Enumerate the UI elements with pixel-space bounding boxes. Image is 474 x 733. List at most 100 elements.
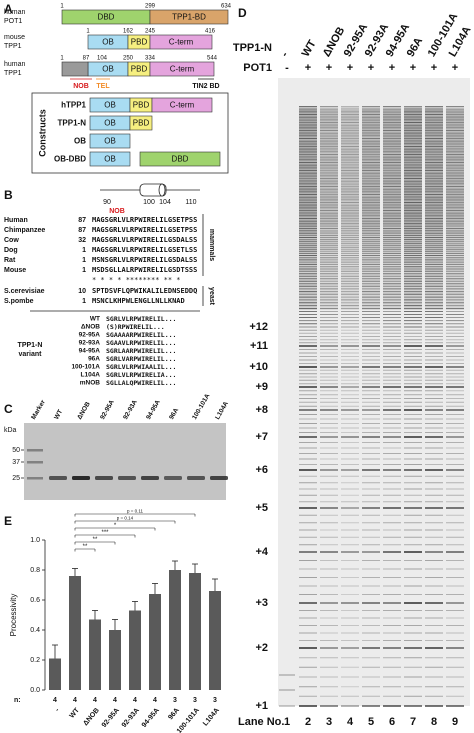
domain-label: OB [104,119,116,128]
repeat-label: +10 [249,361,268,373]
lane-label: 92-93A [122,399,139,421]
panel-label: B [4,188,13,202]
gel-band [27,461,43,464]
bar [169,570,181,690]
residue-position: 87 [83,56,90,62]
significance-label: ** [83,544,88,550]
residue-position: 162 [123,29,134,35]
panel-label: E [4,514,12,528]
x-tick-label: - [54,706,61,713]
residue-position: 299 [145,4,156,10]
n-value: 4 [113,697,117,704]
variant-sequence: SGRLVLRPWIAALIL... [106,363,176,371]
variant-sequence: SGRLVLRPWIRELIL... [106,315,176,323]
species: Mouse [4,267,26,274]
x-tick-label: WT [69,706,82,719]
variant-sequence: (S)RPWIRELIL... [106,323,165,331]
domain-label: OB [102,38,114,47]
species: S.cerevisiae [4,288,45,295]
conservation: * * * * ******** ** * [92,276,181,284]
domain-label: DBD [98,13,115,22]
gel [278,78,470,706]
marker-size: 50 [12,447,20,454]
panel-label: D [238,6,247,20]
sequence: MAGSGRLVLRPWIRELILGSDALSS [92,236,197,244]
region-label: TIN2 BD [192,83,219,90]
start-residue: 87 [78,217,86,224]
repeat-label: +12 [249,321,268,333]
repeat-label: +5 [255,502,268,514]
n-value: 4 [133,697,137,704]
variant-name: 94-95A [79,348,101,355]
n-value: 4 [153,697,157,704]
x-tick-label: ΔNOB [82,707,101,727]
lane-label: L104A [214,400,230,421]
gel [24,423,226,500]
variant-title: TPP1-N [18,342,43,349]
gel-band [72,476,90,480]
domain-label: C-term [170,101,195,110]
variant-name: ΔNOB [81,324,100,331]
y-tick-label: 0.2 [30,657,40,664]
bar [89,619,101,690]
domain [151,97,213,113]
x-tick-label: L104A [202,707,221,728]
variant-sequence: SGRLVLRPWIRELIA... [106,371,176,379]
bar [189,573,201,690]
start-residue: 1 [82,247,86,254]
variant-name: 100-101A [71,364,100,371]
variant-name: 96A [88,356,100,363]
gel-smear [320,110,338,310]
pot1-sign: + [389,62,395,74]
y-tick-label: 0.4 [30,627,40,634]
bar [49,658,61,690]
residue-position: 250 [123,56,134,62]
construct-name: TPP1-N [58,119,87,128]
lane-number: 9 [452,716,458,728]
significance-label: p = 0.11 [127,509,144,514]
lane-label: 96A [168,407,180,421]
x-tick-label: 92-93A [121,707,141,729]
domain-label: OB [104,137,116,146]
unstructured-region [61,61,89,77]
constructs-box [31,92,229,174]
lane-number: 3 [326,716,332,728]
lane-number: 4 [347,716,354,728]
sequence: MAGSGRLVLRPWIRELILGSETPSS [92,226,197,234]
construct-name: OB [74,137,86,146]
lane-label: 100-101A [191,392,211,420]
domain-label: OB [102,65,114,74]
start-residue: 1 [82,298,86,305]
domain [129,115,153,131]
species: S.pombe [4,298,34,305]
domain [149,9,229,25]
domain-label: OB [104,155,116,164]
n-value: 4 [73,697,77,704]
residue-number: 90 [103,199,111,206]
region-label: TEL [96,83,110,90]
gel-band [118,476,136,480]
sequence: MAGSGRLVLRPWIRELILGSETLSS [92,246,197,254]
residue-position: 1 [60,56,64,62]
species: Human [4,217,28,224]
lane-number: 7 [410,716,416,728]
lane-number: 2 [305,716,311,728]
helix-end [158,183,166,197]
variant-title: variant [19,351,43,358]
repeat-label: +9 [255,381,268,393]
protein-name: human [4,9,26,16]
domain-label: PBD [131,65,148,74]
variant-name: 92-95A [79,332,101,339]
bar [149,594,161,690]
constructs-title: Constructs [37,109,47,157]
residue-position: 334 [145,56,156,62]
row-label: POT1 [243,62,272,74]
domain [89,133,131,149]
domain-label: PBD [131,38,148,47]
domain-label: OB [104,101,116,110]
y-tick-label: 1.0 [30,537,40,544]
n-value: 3 [193,697,197,704]
group-label: yeast [208,287,215,306]
n-value: 3 [213,697,217,704]
